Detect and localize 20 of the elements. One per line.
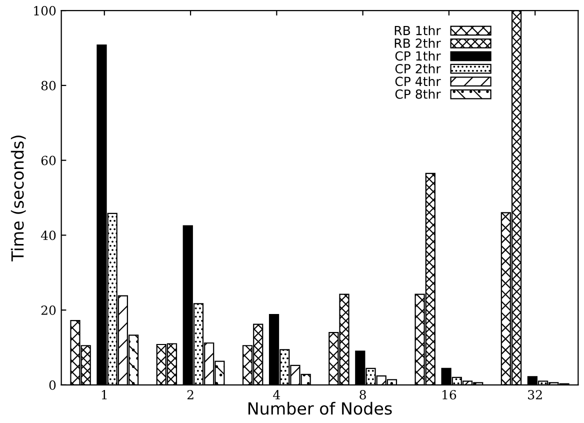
legend-label: CP 8thr <box>395 89 441 99</box>
x-tick-label: 2 <box>187 390 194 400</box>
y-axis-title: Time (seconds) <box>10 136 26 262</box>
x-tick-label: 4 <box>273 390 280 400</box>
legend-label: CP 1thr <box>395 51 441 61</box>
legend-label: RB 2thr <box>394 38 441 48</box>
x-tick-label: 32 <box>528 390 542 400</box>
x-axis-title: Number of Nodes <box>248 402 392 415</box>
y-tick-label: 100 <box>34 6 56 16</box>
x-tick-label: 8 <box>360 390 366 400</box>
x-tick-label: 16 <box>442 390 456 400</box>
x-tick-label: 1 <box>102 390 107 400</box>
legend-label: CP 2thr <box>395 64 441 74</box>
y-tick-label: 0 <box>49 380 56 390</box>
y-tick-label: 80 <box>41 80 56 90</box>
y-tick-label: 40 <box>40 230 56 240</box>
legend-label: RB 1thr <box>394 26 441 36</box>
y-tick-label: 20 <box>41 306 56 315</box>
y-tick-label: 60 <box>41 156 56 166</box>
legend-label: CP 4thr <box>395 76 441 86</box>
